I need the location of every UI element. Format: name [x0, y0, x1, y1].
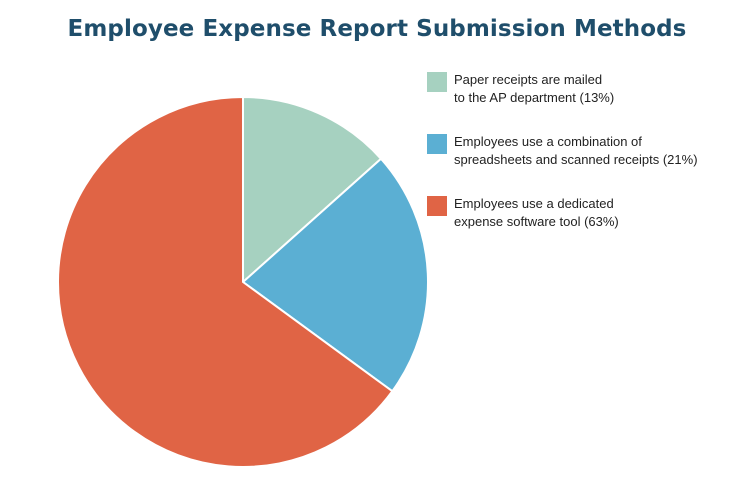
legend-item-paper: Paper receipts are mailed to the AP depa…: [427, 71, 747, 133]
pie-slice-combination: [242, 157, 429, 393]
pie-slice-software: [57, 96, 394, 468]
legend-label-line: to the AP department (13%): [454, 90, 615, 105]
legend-swatch: [427, 196, 447, 216]
legend-label-line: Employees use a combination of: [454, 134, 642, 149]
legend-swatch: [427, 134, 447, 154]
pie-slices: [57, 96, 429, 468]
legend: Paper receipts are mailed to the AP depa…: [427, 71, 747, 257]
legend-label: Employees use a dedicated expense softwa…: [454, 195, 744, 231]
legend-label: Employees use a combination of spreadshe…: [454, 133, 744, 169]
legend-swatch: [427, 72, 447, 92]
legend-label-line: Paper receipts are mailed: [454, 72, 603, 87]
legend-item-combination: Employees use a combination of spreadshe…: [427, 133, 747, 195]
legend-label-line: Employees use a dedicated: [454, 196, 614, 211]
legend-label-line: spreadsheets and scanned receipts (21%): [454, 152, 698, 167]
legend-label: Paper receipts are mailed to the AP depa…: [454, 71, 744, 107]
chart-title: Employee Expense Report Submission Metho…: [67, 16, 687, 42]
pie-slice-paper: [242, 96, 383, 283]
legend-label-line: expense software tool (63%): [454, 214, 619, 229]
legend-item-software: Employees use a dedicated expense softwa…: [427, 195, 747, 257]
